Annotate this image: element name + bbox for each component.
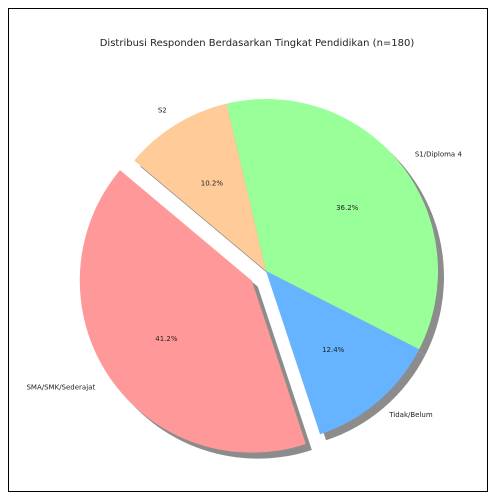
pie-chart: Distribusi Responden Berdasarkan Tingkat… xyxy=(26,38,462,459)
pct-label-s1-diploma-4: 36.2% xyxy=(336,204,359,212)
pie-slices xyxy=(79,99,438,453)
pie-labels: 41.2% SMA/SMK/Sederajat 12.4% Tidak/Belum 36… xyxy=(26,106,462,419)
pct-label-sma-smk-sederajat: 41.2% xyxy=(155,335,178,343)
category-label-s1-diploma-4: S1/Diploma 4 xyxy=(415,151,463,159)
slice-tidak-belum xyxy=(266,271,420,435)
pct-label-s2: 10.2% xyxy=(201,180,224,188)
category-label-tidak-belum: Tidak/Belum xyxy=(388,411,433,419)
slice-sma-smk-sederajat xyxy=(79,170,306,453)
category-label-sma-smk-sederajat: SMA/SMK/Sederajat xyxy=(26,383,95,391)
category-label-s2: S2 xyxy=(158,106,167,114)
pct-label-tidak-belum: 12.4% xyxy=(322,346,345,354)
chart-frame: Distribusi Responden Berdasarkan Tingkat… xyxy=(8,8,488,492)
slice-s1-diploma-4 xyxy=(226,99,438,350)
slice-s2 xyxy=(134,103,266,272)
chart-title: Distribusi Responden Berdasarkan Tingkat… xyxy=(100,38,415,49)
